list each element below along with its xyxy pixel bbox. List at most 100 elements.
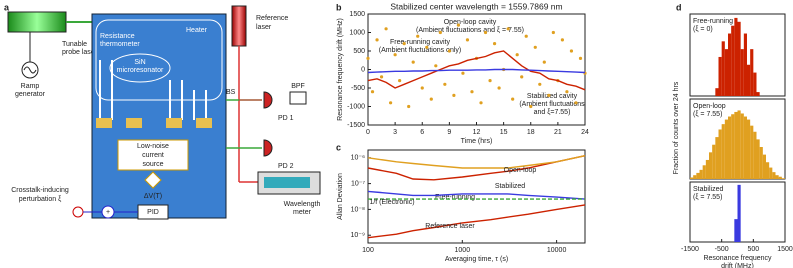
annotation: Free-running xyxy=(693,18,733,25)
label: probe laser xyxy=(62,49,98,56)
label: Wavelength xyxy=(284,201,321,208)
x-tick-label: -1500 xyxy=(681,246,699,253)
hist-bar xyxy=(728,116,732,179)
series-label: Reference laser xyxy=(425,223,475,230)
x-tick-label: 15 xyxy=(500,129,508,136)
y-tick-label: -1500 xyxy=(347,122,365,129)
hist-bar xyxy=(718,56,722,96)
pad xyxy=(196,118,212,128)
y-tick-label: 10⁻⁶ xyxy=(351,155,365,162)
y-axis-label: Allan Deviation xyxy=(337,173,344,220)
point xyxy=(551,30,555,35)
x-tick-label: 0 xyxy=(366,129,370,136)
point xyxy=(511,97,515,101)
annotation: (Ambient fluctuations and ξ = 7.55) xyxy=(416,27,524,34)
pd2 xyxy=(263,139,273,157)
hist-bar xyxy=(737,184,741,242)
hist-bar xyxy=(747,64,751,96)
label: microresonator xyxy=(117,67,164,74)
series-label: 1/f (Electronic) xyxy=(369,199,414,206)
y-tick-label: 0 xyxy=(361,66,365,73)
hist-bar xyxy=(750,49,754,96)
annotation: Open-loop xyxy=(693,103,726,110)
hist-bar xyxy=(747,119,751,179)
hist-bar xyxy=(781,178,785,179)
x-tick-label: 12 xyxy=(473,129,481,136)
annotation: (ξ = 7.55) xyxy=(693,111,722,118)
point xyxy=(547,93,551,97)
point xyxy=(465,38,470,42)
y-tick-label: 10⁻⁹ xyxy=(351,232,365,239)
x-tick-label: 6 xyxy=(420,129,424,136)
probe-laser xyxy=(7,11,67,33)
label: meter xyxy=(293,209,312,216)
label: Crosstalk-inducing xyxy=(11,187,69,194)
y-tick-label: 1000 xyxy=(349,29,365,36)
label: generator xyxy=(15,91,46,98)
y-axis-label: Fraction of counts over 24 hrs xyxy=(673,81,680,174)
panel-label: a xyxy=(4,2,10,12)
hist-bar xyxy=(696,172,700,179)
hist-bar xyxy=(715,88,719,96)
hist-bar xyxy=(734,111,738,179)
annotation: (ξ = 0) xyxy=(693,26,713,33)
annotation: and ξ=7.55) xyxy=(534,109,571,116)
annotation: (ξ = 7.55) xyxy=(693,194,722,201)
series-line xyxy=(367,204,586,239)
meter-display xyxy=(264,177,310,188)
label: ΔV(T) xyxy=(144,193,162,200)
hist-bar xyxy=(743,33,747,96)
annotation: Stabilized xyxy=(693,186,723,193)
hist-bar xyxy=(750,125,754,179)
hist-bar xyxy=(724,119,728,179)
ramp-symbol xyxy=(23,66,37,74)
point xyxy=(447,49,451,53)
series-line xyxy=(367,190,586,200)
point xyxy=(520,75,524,79)
hist-bar xyxy=(715,137,719,179)
plus: + xyxy=(106,209,110,216)
current-source xyxy=(117,139,189,171)
label: PD 2 xyxy=(278,163,294,170)
point xyxy=(366,56,370,61)
point xyxy=(515,53,519,57)
y-tick-label: -500 xyxy=(351,85,365,92)
point xyxy=(393,53,397,57)
point xyxy=(569,49,574,53)
panel-label: d xyxy=(676,2,682,12)
x-tick-label: 3 xyxy=(393,129,397,136)
point xyxy=(375,38,379,42)
series-label: Stabilized xyxy=(495,183,525,190)
point xyxy=(456,23,461,27)
x-axis-label: drift (MHz) xyxy=(721,263,754,268)
hist-bar xyxy=(778,176,782,179)
label: BPF xyxy=(291,83,305,90)
point xyxy=(452,93,456,97)
label: source xyxy=(142,161,163,168)
x-tick-label: 21 xyxy=(554,129,562,136)
point xyxy=(420,86,424,90)
hist-bar xyxy=(705,159,709,179)
point xyxy=(538,82,542,86)
hist-bar xyxy=(769,167,773,179)
point xyxy=(470,90,474,94)
point xyxy=(560,38,564,42)
series-label: Free-running xyxy=(435,194,475,201)
dv-source xyxy=(144,171,162,189)
hist-bar xyxy=(702,165,706,179)
hist-bar xyxy=(753,131,757,179)
point xyxy=(492,42,497,46)
hist-bar xyxy=(775,175,779,179)
series-line xyxy=(367,68,586,74)
hist-bar xyxy=(737,110,741,179)
point xyxy=(402,42,406,46)
label: perturbation ξ xyxy=(19,196,61,203)
x-axis-label: Averaging time, τ (s) xyxy=(445,256,508,263)
y-axis-label: Resonance frequency drift (MHz) xyxy=(337,18,344,121)
hist-bar xyxy=(740,49,744,96)
reference-laser xyxy=(231,5,247,47)
panel-label: b xyxy=(336,2,342,12)
series-line xyxy=(367,155,586,181)
point xyxy=(524,34,528,38)
